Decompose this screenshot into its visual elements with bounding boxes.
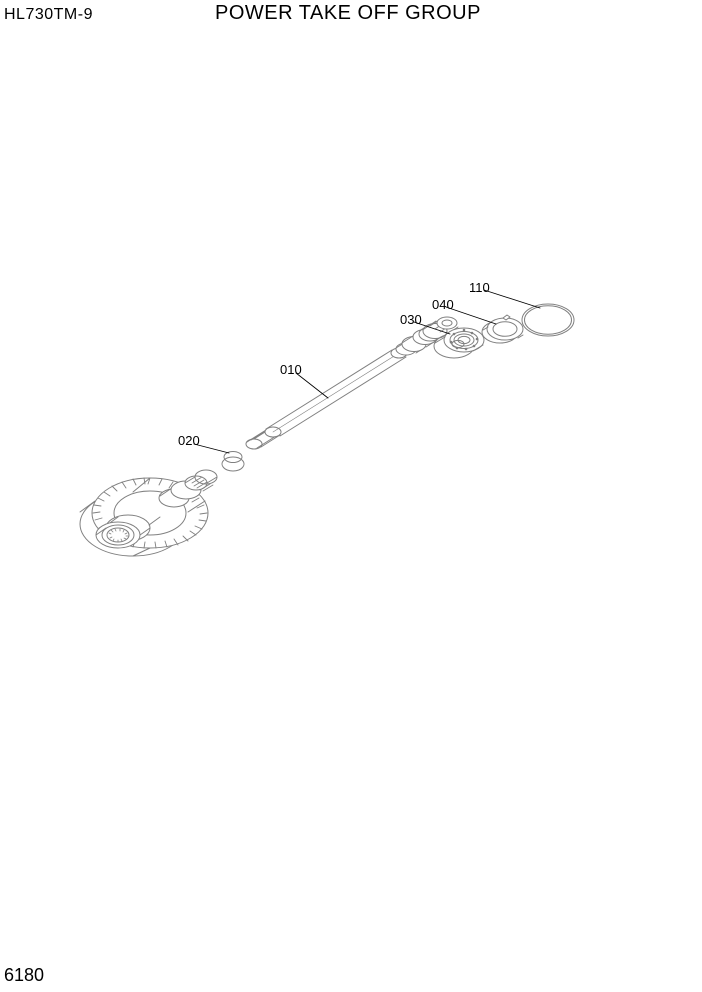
callout-040: 040 [432, 297, 454, 312]
callout-030: 030 [400, 312, 422, 327]
exploded-diagram: 010 020 030 040 110 [0, 60, 702, 930]
header-title: POWER TAKE OFF GROUP [215, 2, 481, 25]
header-model: HL730TM-9 [4, 6, 93, 24]
callout-010: 010 [280, 362, 302, 377]
callout-020: 020 [178, 433, 200, 448]
footer-code: 6180 [4, 965, 44, 986]
callout-110: 110 [469, 280, 490, 295]
